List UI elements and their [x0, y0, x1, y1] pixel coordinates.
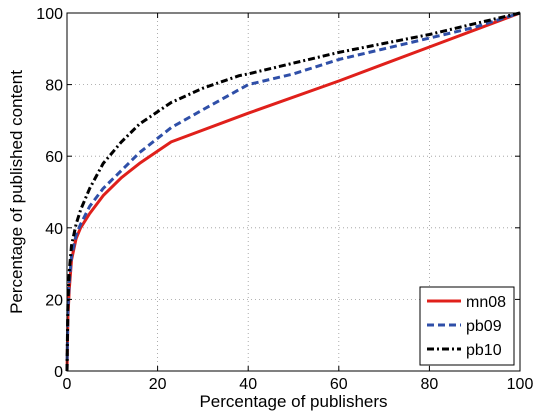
x-tick-label: 0 — [63, 376, 72, 393]
y-axis-label: Percentage of published content — [7, 70, 26, 314]
y-tick-label: 40 — [45, 221, 63, 238]
y-tick-label: 100 — [36, 6, 63, 23]
axis-ticks — [66, 12, 521, 372]
x-tick-label: 100 — [507, 376, 534, 393]
series-line-pb09 — [65, 11, 521, 372]
y-tick-label: 60 — [45, 149, 63, 166]
y-tick-label: 80 — [45, 78, 63, 95]
x-tick-label: 60 — [330, 376, 348, 393]
series-line-pb10 — [65, 11, 521, 372]
y-tick-label: 20 — [45, 292, 63, 309]
y-tick-labels: 0 20 40 60 80 100 — [36, 6, 63, 381]
series-lines — [65, 11, 521, 372]
legend: mn08 pb09 pb10 — [419, 286, 515, 366]
legend-label-mn08: mn08 — [466, 294, 506, 311]
x-tick-labels: 0 20 40 60 80 100 — [63, 376, 534, 393]
y-tick-label: 0 — [54, 364, 63, 381]
x-axis-label: Percentage of publishers — [199, 392, 387, 411]
plot-frame — [66, 12, 521, 372]
legend-label-pb09: pb09 — [466, 318, 502, 335]
x-tick-label: 20 — [149, 376, 167, 393]
x-tick-label: 80 — [421, 376, 439, 393]
x-tick-label: 40 — [239, 376, 257, 393]
legend-label-pb10: pb10 — [466, 342, 502, 359]
